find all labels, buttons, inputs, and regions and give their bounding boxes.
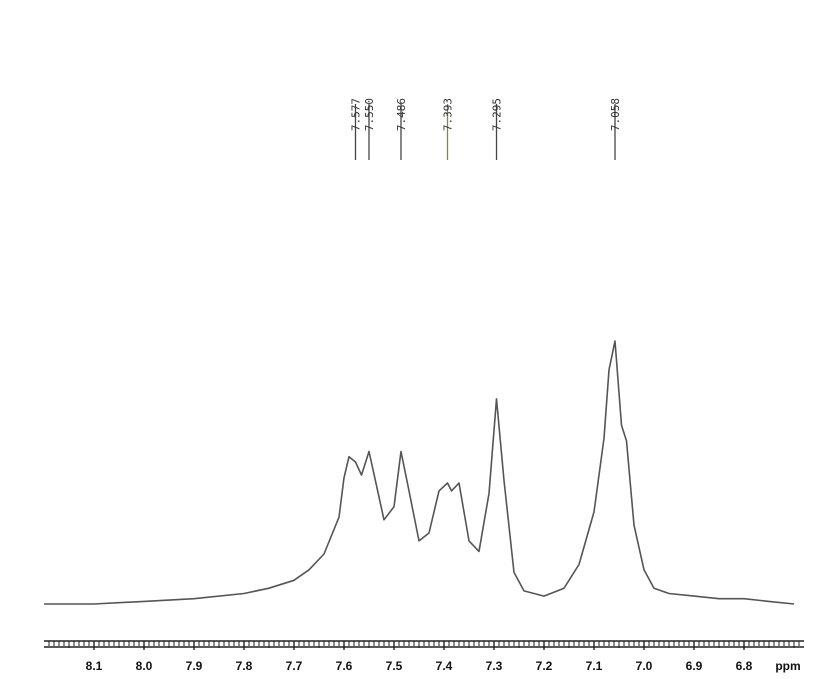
- x-axis-tick-label: 7.9: [186, 659, 203, 673]
- x-axis-tick-label: 7.5: [386, 659, 403, 673]
- x-axis-tick-labels: 8.1 8.0 7.9 7.8 7.7 7.6 7.5 7.4 7.3 7.2 7.1 7.0 6.9 6…: [86, 641, 753, 673]
- x-axis-tick-label: 7.7: [286, 659, 303, 673]
- x-axis-tick-label: 7.8: [236, 659, 253, 673]
- x-axis-unit-label: ppm: [775, 659, 800, 673]
- peak-label: 7.393: [442, 98, 455, 131]
- x-axis-tick-label: 6.8: [736, 659, 753, 673]
- peak-labels-group: 7.577 7.550 7.486 7.393 7.295 7.058: [350, 98, 622, 160]
- peak-label: 7.550: [363, 98, 376, 131]
- x-axis-tick-label: 7.4: [436, 659, 453, 673]
- peak-label: 7.058: [609, 98, 622, 131]
- peak-label: 7.486: [395, 98, 408, 131]
- x-axis-tick-label: 6.9: [686, 659, 703, 673]
- peak-label: 7.295: [491, 98, 504, 131]
- x-axis-tick-label: 7.0: [636, 659, 653, 673]
- x-axis-tick-label: 7.3: [486, 659, 503, 673]
- x-axis-tick-label: 7.1: [586, 659, 603, 673]
- peak-label: 7.577: [350, 98, 363, 131]
- spectrum-trace-line: [44, 340, 795, 605]
- x-axis-tick-label: 8.1: [86, 659, 103, 673]
- x-axis-tick-label: 8.0: [136, 659, 153, 673]
- x-axis-tick-label: 7.6: [336, 659, 353, 673]
- x-axis-tick-label: 7.2: [536, 659, 553, 673]
- x-axis: 8.1 8.0 7.9 7.8 7.7 7.6 7.5 7.4 7.3 7.2 7.1 7.0 6.9 6…: [44, 640, 804, 673]
